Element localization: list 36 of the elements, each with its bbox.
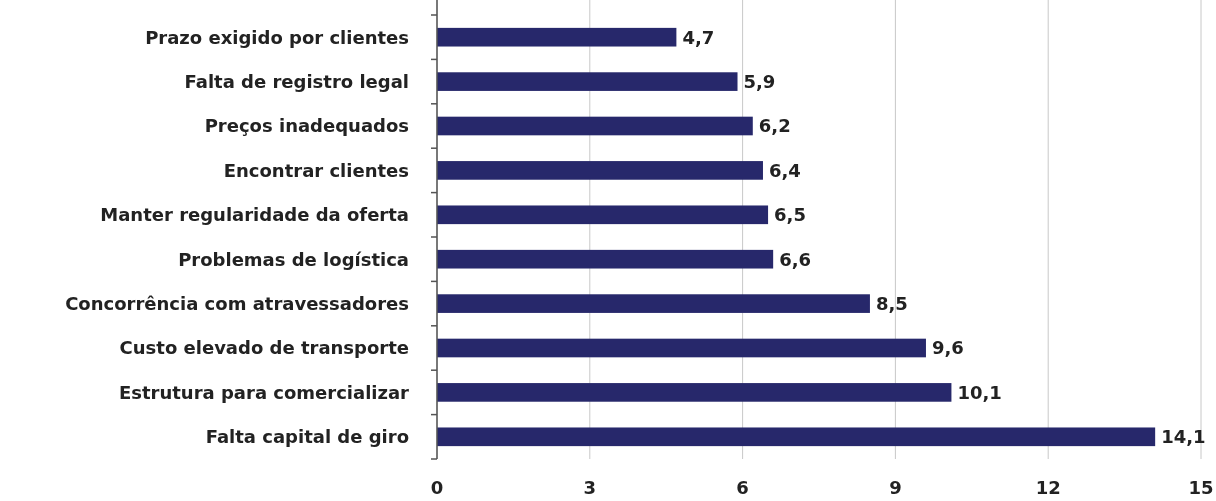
bar	[437, 27, 677, 47]
data-label: 6,5	[774, 204, 806, 226]
bar	[437, 205, 769, 225]
data-label: 8,5	[875, 292, 908, 314]
y-tick-label: Estrutura para comercializar	[118, 381, 410, 403]
y-tick-label: Encontrar clientes	[223, 159, 409, 181]
x-tick-label: 12	[1035, 477, 1061, 498]
y-tick-label: Falta de registro legal	[184, 70, 409, 92]
data-label: 4,7	[682, 26, 715, 48]
bar	[437, 427, 1156, 447]
y-tick-label: Manter regularidade da oferta	[100, 204, 409, 226]
data-label: 10,1	[957, 381, 1002, 403]
y-tick-label: Problemas de logística	[178, 248, 409, 270]
bar	[437, 116, 753, 136]
bar	[437, 383, 952, 402]
y-tick-label: Concorrência com atravessadores	[65, 292, 409, 314]
bar	[437, 338, 926, 358]
y-tick-label: Prazo exigido por clientes	[145, 26, 409, 48]
data-label: 5,9	[743, 70, 776, 92]
bar	[437, 72, 738, 91]
data-label: 9,6	[931, 337, 964, 359]
x-tick-label: 9	[889, 477, 902, 498]
data-label: 14,1	[1161, 426, 1206, 448]
y-tick-label: Preços inadequados	[204, 115, 409, 137]
data-label: 6,4	[768, 159, 801, 181]
bar	[437, 249, 774, 269]
y-tick-label: Custo elevado de transporte	[119, 337, 409, 359]
x-tick-label: 3	[583, 477, 597, 498]
x-tick-label: 0	[430, 477, 444, 498]
bar	[437, 161, 763, 180]
x-tick-label: 15	[1188, 477, 1214, 498]
data-label: 6,6	[779, 248, 812, 270]
bar	[437, 294, 870, 313]
y-tick-label: Falta capital de giro	[205, 426, 409, 448]
data-label: 6,2	[758, 115, 791, 137]
x-tick-label: 6	[736, 477, 749, 498]
